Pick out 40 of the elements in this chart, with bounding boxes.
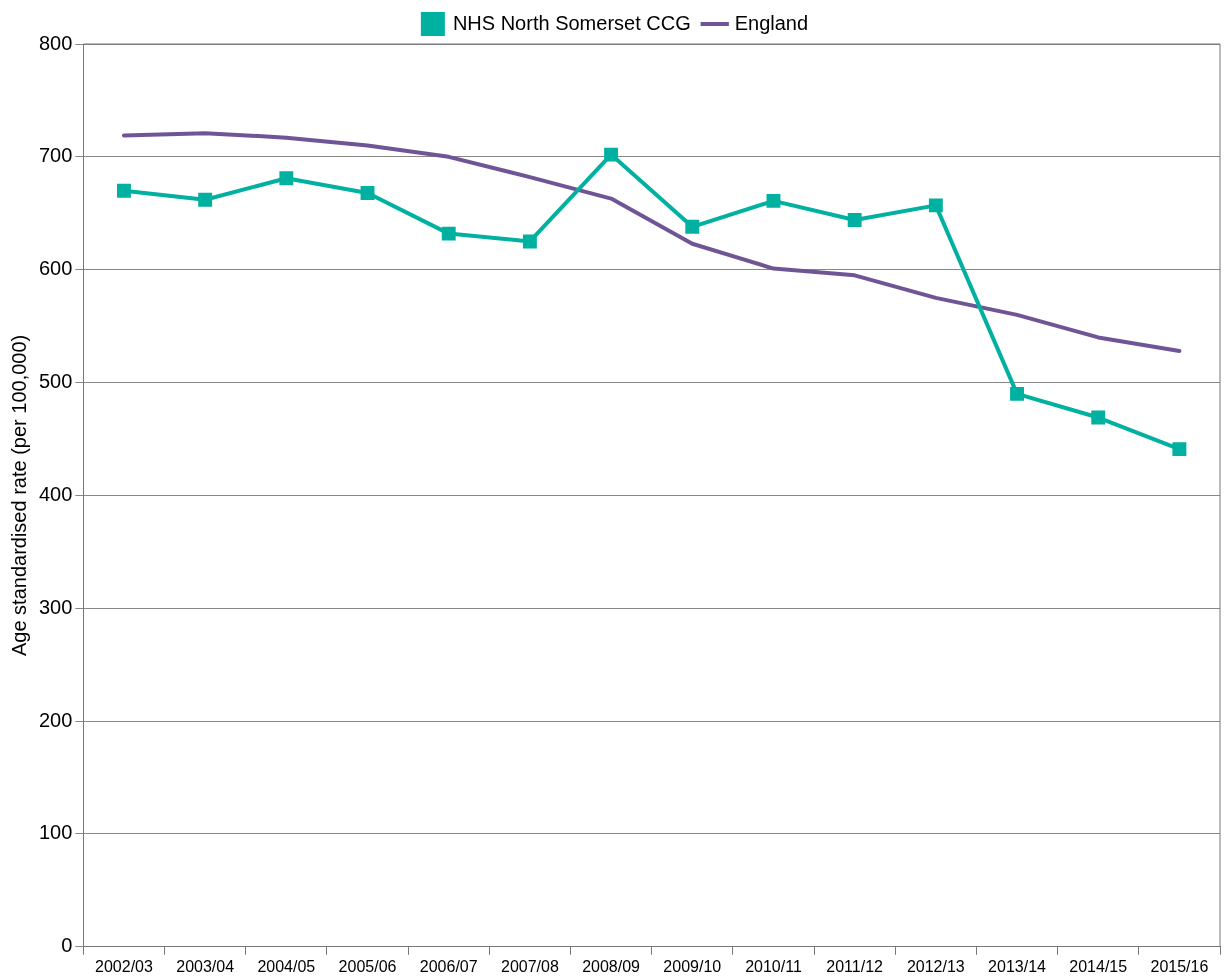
x-tick-label: 2002/03 — [95, 957, 153, 975]
x-tick-label: 2005/06 — [338, 957, 397, 975]
x-tick-label: 2006/07 — [419, 957, 478, 975]
legend-label: England — [734, 11, 809, 34]
y-tick-label: 100 — [38, 821, 73, 844]
x-tick-label: 2004/05 — [257, 957, 316, 975]
point — [1010, 386, 1024, 401]
x-tick-label: 2003/04 — [176, 957, 235, 975]
x-tick-label: 2012/13 — [906, 957, 965, 975]
point — [522, 234, 537, 249]
point — [441, 226, 456, 241]
legend-label: NHS North Somerset CCG — [452, 11, 691, 34]
point — [1172, 442, 1187, 457]
x-tick-label: 2013/14 — [988, 957, 1047, 975]
point — [279, 171, 294, 186]
x-tick-label: 2009/10 — [663, 957, 722, 975]
y-tick-label: 700 — [38, 144, 73, 167]
point — [1091, 410, 1106, 425]
point — [847, 213, 862, 227]
x-tick-label: 2008/09 — [582, 957, 641, 975]
y-tick-label: 400 — [38, 482, 73, 505]
x-tick-label: 2007/08 — [500, 957, 559, 975]
y-axis-title: Age standardised rate (per 100,000) — [7, 334, 30, 657]
point — [117, 183, 131, 198]
point — [685, 219, 700, 234]
y-tick-label: 300 — [38, 595, 73, 618]
point — [360, 186, 375, 200]
x-tick-label: 2014/15 — [1069, 957, 1128, 975]
x-tick-label: 2010/11 — [745, 957, 802, 975]
point — [198, 192, 213, 207]
y-tick-label: 200 — [38, 708, 73, 731]
point — [604, 147, 619, 162]
y-tick-label: 500 — [38, 370, 73, 393]
point — [928, 198, 943, 213]
y-tick-label: 800 — [38, 31, 73, 54]
x-tick-label: 2015/16 — [1150, 957, 1209, 975]
point — [766, 193, 781, 208]
x-tick-label: 2011/12 — [826, 957, 884, 975]
y-tick-label: 0 — [61, 934, 73, 957]
y-tick-label: 600 — [38, 257, 73, 280]
